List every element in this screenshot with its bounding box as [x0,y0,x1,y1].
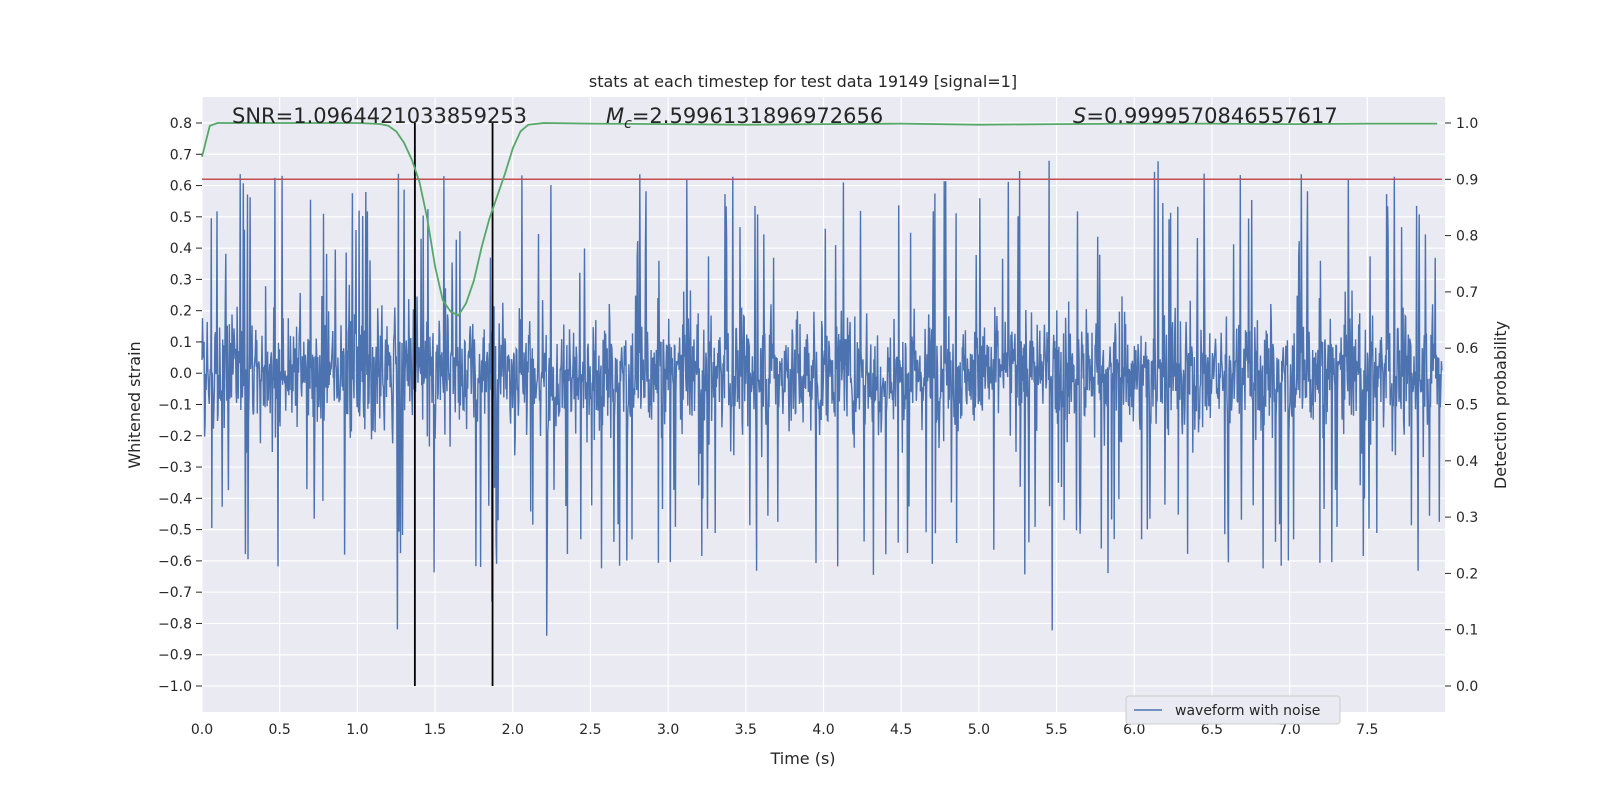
x-tick-label: 3.5 [735,722,757,738]
x-tick-label: 2.5 [579,722,601,738]
y-left-tick-label: 0.8 [170,116,192,132]
x-tick-label: 6.5 [1201,722,1223,738]
y-left-tick-label: −0.7 [158,585,192,601]
y-right-tick-label: 0.0 [1456,679,1478,695]
y-left-tick-label: −0.1 [158,398,192,414]
y-right-tick-label: 0.1 [1456,623,1478,639]
y-left-tick-label: −0.8 [158,616,192,632]
overlay-lines [201,122,1442,686]
legend: waveform with noise [1125,695,1341,725]
y-right-tick-label: 0.8 [1456,229,1478,245]
y-right-tick-label: 1.0 [1456,116,1478,132]
y-right-tick-label: 0.4 [1456,454,1478,470]
detection-probability-line [201,122,1438,317]
y-left-tick-label: −0.5 [158,523,192,539]
chart-title: stats at each timestep for test data 191… [589,72,1017,91]
legend-label: waveform with noise [1175,703,1320,719]
x-tick-label: 3.0 [657,722,679,738]
x-tick-label: 6.0 [1123,722,1145,738]
x-tick-labels: 0.0 0.5 1.0 1.5 2.0 2.5 3.0 3.5 4.0 4.5 5.0 5.5 6.0 6… [191,722,1379,738]
y-left-tick-labels: 0.8 0.7 0.6 0.5 0.4 0.3 0.2 0.1 0.0 −0.1 −0.2 −0.3 −… [158,116,202,695]
y-left-tick-label: 0.3 [170,272,192,288]
x-tick-label: 5.5 [1045,722,1067,738]
y-right-tick-label: 0.2 [1456,566,1478,582]
y-right-tick-label: 0.5 [1456,398,1478,414]
y-left-tick-label: 0.2 [170,304,192,320]
y-right-tick-label: 0.7 [1456,285,1478,301]
y-left-tick-label: 0.0 [170,366,192,382]
y-left-tick-label: −0.3 [158,460,192,476]
legend-box [1125,695,1341,725]
y-left-tick-label: 0.1 [170,335,192,351]
snr-annotation: SNR=1.0964421033859253 [232,104,527,128]
chirp-mass-value: =2.5996131896972656 [632,104,883,128]
grid [201,97,1445,712]
y-left-tick-label: −0.4 [158,491,192,507]
x-tick-label: 0.5 [269,722,291,738]
chirp-mass-symbol: M [606,104,624,128]
x-tick-label: 4.0 [812,722,834,738]
x-tick-label: 0.0 [191,722,213,738]
y-left-tick-label: 0.4 [170,241,192,257]
s-value: =0.9999570846557617 [1086,104,1337,128]
y-right-tick-label: 0.9 [1456,172,1478,188]
x-tick-label: 1.0 [346,722,368,738]
y-right-axis-label: Detection probability [1491,321,1510,489]
s-annotation: S=0.9999570846557617 [1073,104,1338,128]
y-left-tick-label: −0.9 [158,648,192,664]
y-right-tick-label: 0.6 [1456,341,1478,357]
y-left-tick-label: 0.5 [170,210,192,226]
y-left-axis-label: Whitened strain [125,341,144,468]
y-left-tick-label: −0.2 [158,429,192,445]
y-right-tick-label: 0.3 [1456,510,1478,526]
chirp-mass-annotation: Mc=2.5996131896972656 [606,104,883,132]
x-tick-label: 2.0 [502,722,524,738]
y-left-tick-label: 0.7 [170,147,192,163]
y-left-tick-label: −1.0 [158,679,192,695]
x-tick-label: 5.0 [968,722,990,738]
y-left-tick-label: 0.6 [170,179,192,195]
x-tick-label: 1.5 [424,722,446,738]
waveform-line [201,145,1443,636]
waveform-series [201,145,1443,636]
x-tick-label: 4.5 [890,722,912,738]
chirp-mass-subscript: c [624,116,632,132]
x-tick-label: 7.5 [1356,722,1378,738]
x-tick-label: 7.0 [1278,722,1300,738]
x-axis-label: Time (s) [769,749,835,768]
y-left-tick-label: −0.6 [158,554,192,570]
y-right-tick-labels: 1.0 0.9 0.8 0.7 0.6 0.5 0.4 0.3 0.2 0.1 0.0 [1445,116,1478,695]
s-symbol: S [1073,104,1086,128]
